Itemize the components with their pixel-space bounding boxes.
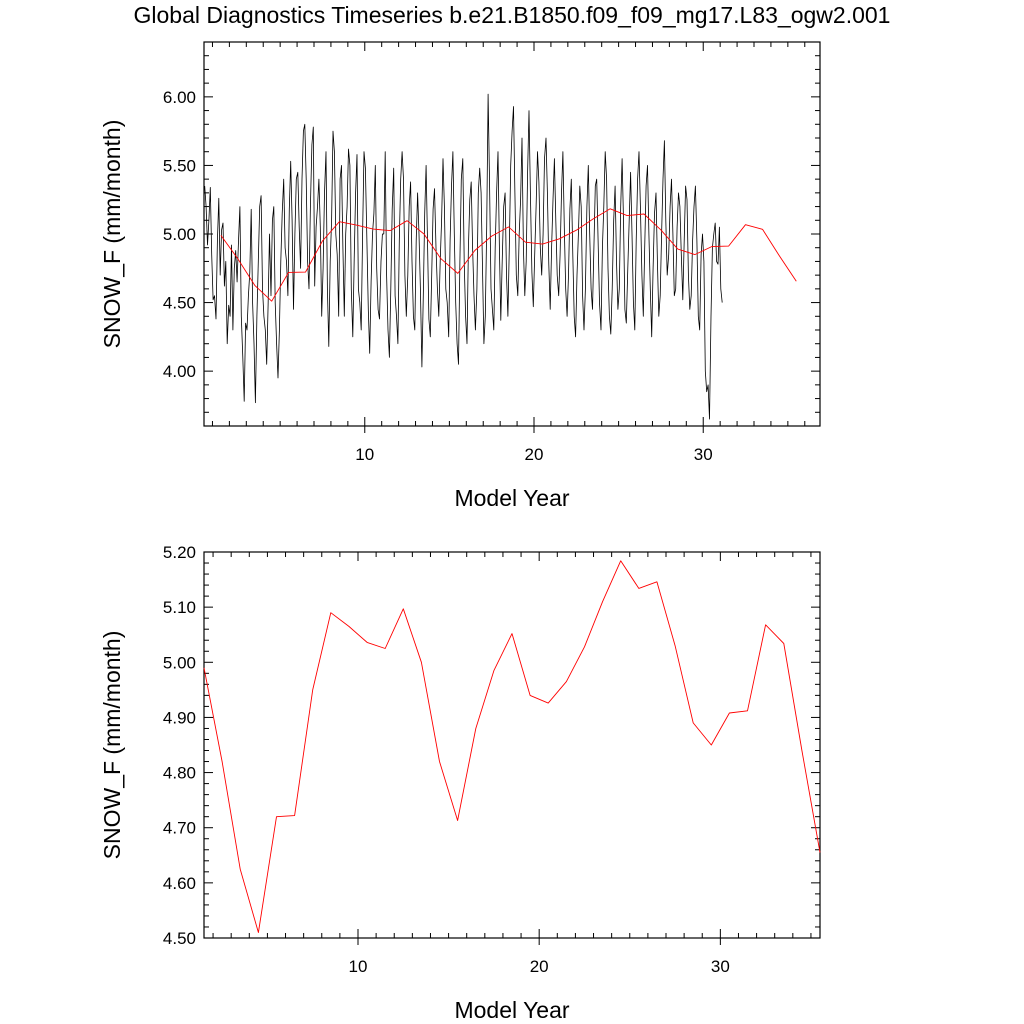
y-axis-label-top: SNOW_F (mm/month) (99, 120, 125, 349)
y-tick-label-top: 4.50 (163, 294, 196, 313)
y-tick-label-top: 4.00 (163, 362, 196, 381)
y-tick-label-bottom: 5.00 (163, 653, 196, 672)
y-tick-label-top: 5.00 (163, 225, 196, 244)
page-title: Global Diagnostics Timeseries b.e21.B185… (133, 2, 891, 28)
y-tick-label-bottom: 5.20 (163, 543, 196, 562)
plot-frame-bottom (203, 551, 821, 939)
series-line-monthly-top (204, 93, 723, 420)
y-tick-label-top: 6.00 (163, 88, 196, 107)
y-tick-label-top: 5.50 (163, 156, 196, 175)
x-axis-label-bottom: Model Year (454, 997, 569, 1023)
y-tick-label-bottom: 4.50 (163, 929, 196, 948)
y-axis-label-bottom: SNOW_F (mm/month) (99, 631, 125, 860)
y-tick-label-bottom: 4.80 (163, 764, 196, 783)
x-axis-label-top: Model Year (454, 485, 569, 511)
x-tick-label-top: 10 (355, 445, 374, 464)
plot-frame-top (203, 41, 821, 427)
x-tick-label-bottom: 10 (349, 957, 368, 976)
x-tick-label-top: 30 (694, 445, 713, 464)
series-line-annual-bottom (203, 560, 821, 933)
x-tick-label-bottom: 30 (711, 957, 730, 976)
x-tick-label-bottom: 20 (530, 957, 549, 976)
series-line-annual-top (220, 208, 797, 302)
y-tick-label-bottom: 4.90 (163, 708, 196, 727)
x-tick-label-top: 20 (525, 445, 544, 464)
y-tick-label-bottom: 5.10 (163, 598, 196, 617)
y-tick-label-bottom: 4.60 (163, 874, 196, 893)
y-tick-label-bottom: 4.70 (163, 819, 196, 838)
